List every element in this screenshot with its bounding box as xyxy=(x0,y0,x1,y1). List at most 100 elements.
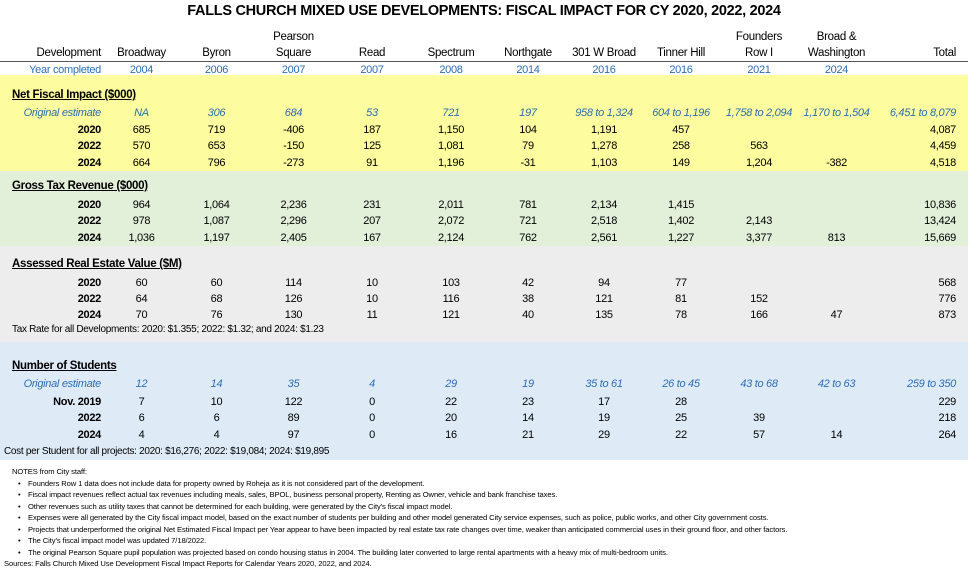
cell: 653 xyxy=(207,140,226,152)
row-label: 2020 xyxy=(77,277,102,289)
cell: 17 xyxy=(598,396,610,408)
header-row-1: Pearson Founders Broad & xyxy=(0,30,968,44)
cell: Byron xyxy=(202,47,231,59)
cell xyxy=(105,30,178,44)
cell: 42 xyxy=(522,277,534,289)
row-label: 2024 xyxy=(77,232,102,244)
row-label: Nov. 2019 xyxy=(53,396,101,408)
cell: 78 xyxy=(675,309,687,321)
cell: 76 xyxy=(210,309,223,321)
assessed-title: Assessed Real Estate Value ($M) xyxy=(12,258,182,270)
cell: -31 xyxy=(520,157,536,169)
cell: 53 xyxy=(366,107,378,119)
row-label: 2022 xyxy=(77,412,102,424)
gross-tax-row: 2024 1,036 1,197 2,405 167 2,124 762 2,561 1,227… xyxy=(0,231,968,245)
cell: 2007 xyxy=(281,64,306,76)
total-cell: 4,459 xyxy=(929,140,956,152)
cell: 1,415 xyxy=(667,199,695,211)
cell: 23 xyxy=(522,396,534,408)
cell: 721 xyxy=(519,215,537,227)
note-item: Projects that underperformed the origina… xyxy=(18,524,787,536)
total-cell: 873 xyxy=(938,309,957,321)
cell: Broad & xyxy=(816,31,857,43)
total-cell: 568 xyxy=(938,277,957,289)
cell: 0 xyxy=(369,412,375,424)
cell: 22 xyxy=(445,396,457,408)
cell: Broadway xyxy=(117,47,166,59)
original-estimate-row: Original estimate NA 306 684 53 721 197 958 to … xyxy=(0,106,968,120)
row-label xyxy=(0,30,105,44)
cell: 685 xyxy=(132,124,151,136)
tax-rate-note: Tax Rate for all Developments: 2020: $1.… xyxy=(12,324,324,335)
cell: 10 xyxy=(366,277,378,289)
cell: 1,103 xyxy=(590,157,618,169)
cell: 306 xyxy=(207,107,226,119)
students-row: Nov. 2019 7 10 122 0 22 23 17 28 229 xyxy=(0,395,968,409)
cell: 42 to 63 xyxy=(817,378,856,390)
cell: -406 xyxy=(283,124,304,136)
cell: 104 xyxy=(519,124,537,136)
cell: 60 xyxy=(210,277,223,289)
net-fiscal-row: 2022 570 653 -150 125 1,081 79 1,278 258 563 4,459 xyxy=(0,139,968,153)
cell: -273 xyxy=(283,157,304,169)
cell: 2,124 xyxy=(437,232,465,244)
cell: 2,134 xyxy=(590,199,618,211)
cell: 796 xyxy=(207,157,226,169)
note-item: The City's fiscal impact model was updat… xyxy=(18,535,787,547)
row-label: 2020 xyxy=(77,199,102,211)
cell: 2021 xyxy=(747,64,771,76)
total-cell xyxy=(875,30,968,44)
cell xyxy=(798,276,875,290)
row-label: Year completed xyxy=(29,64,101,76)
cell: 1,191 xyxy=(590,124,618,136)
cell: 130 xyxy=(284,309,303,321)
cell: 126 xyxy=(284,293,303,305)
cell: 25 xyxy=(675,412,687,424)
net-fiscal-row: 2024 664 796 -273 91 1,196 -31 1,103 149 1,204 -38… xyxy=(0,156,968,170)
cell xyxy=(798,395,875,409)
cell: 187 xyxy=(363,124,381,136)
cell xyxy=(178,30,255,44)
cell: 231 xyxy=(363,199,381,211)
cell: 4 xyxy=(213,429,220,441)
cell: 29 xyxy=(598,429,610,441)
row-label: Development xyxy=(36,47,102,59)
cell: 135 xyxy=(595,309,613,321)
row-label: 2020 xyxy=(77,124,102,136)
cell: 6 xyxy=(138,412,145,424)
total-cell xyxy=(875,63,968,77)
page-title: FALLS CHURCH MIXED USE DEVELOPMENTS: FIS… xyxy=(187,3,781,19)
cell: 1,170 to 1,504 xyxy=(803,107,870,119)
cell: 604 to 1,196 xyxy=(652,107,710,119)
gross-tax-title: Gross Tax Revenue ($000) xyxy=(12,180,148,192)
cell: Row I xyxy=(745,47,773,59)
assessed-row: 2020 60 60 114 10 103 42 94 77 568 xyxy=(0,276,968,290)
row-label: 2022 xyxy=(77,140,102,152)
note-item: The original Pearson Square pupil popula… xyxy=(18,547,787,559)
cell: 114 xyxy=(285,277,302,289)
students-estimate-row: Original estimate 12 14 35 4 29 19 35 to 61 26 t… xyxy=(0,377,968,391)
cell: 1,196 xyxy=(437,157,465,169)
cell: 2016 xyxy=(669,64,693,76)
cell: 1,150 xyxy=(437,124,465,136)
cell: 39 xyxy=(753,412,765,424)
cell: 457 xyxy=(672,124,690,136)
students-title: Number of Students xyxy=(12,360,117,372)
cell: 3,377 xyxy=(745,232,773,244)
cell: 81 xyxy=(675,293,687,305)
assessed-row: 2024 70 76 130 11 121 40 135 78 166 47 873 xyxy=(0,308,968,322)
cell: 10 xyxy=(366,293,378,305)
cell: 121 xyxy=(595,293,613,305)
cell xyxy=(566,30,642,44)
total-cell: 229 xyxy=(938,396,957,408)
cell: 1,402 xyxy=(667,215,695,227)
cell: 6 xyxy=(213,412,220,424)
cell: 19 xyxy=(522,378,534,390)
cell: 719 xyxy=(207,124,226,136)
cell xyxy=(798,123,875,137)
cell: 258 xyxy=(672,140,690,152)
cell: 563 xyxy=(750,140,768,152)
cell: 2,518 xyxy=(590,215,618,227)
cell: 2007 xyxy=(360,64,384,76)
cell: 301 W Broad xyxy=(572,47,636,59)
